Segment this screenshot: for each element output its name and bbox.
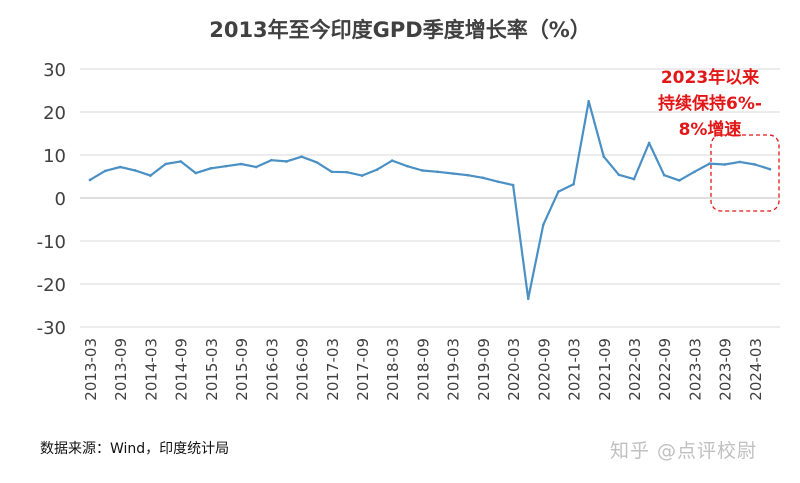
data-point: [451, 172, 454, 175]
data-point: [542, 223, 545, 226]
x-tick-label: 2022-09: [656, 338, 674, 401]
callout-line-3: 8%增速: [678, 120, 742, 140]
y-tick-label: 20: [43, 103, 66, 124]
data-point: [511, 183, 515, 187]
x-tick-labels: 2013-03 2013-09 2014-03 2014-09 2015-03 2015-…: [82, 338, 765, 401]
data-point: [360, 174, 364, 177]
data-point: [315, 161, 318, 164]
data-point: [224, 164, 228, 168]
x-tick-label: 2023-03: [686, 338, 704, 401]
data-point: [239, 162, 243, 166]
data-point: [481, 176, 485, 180]
data-point: [209, 167, 213, 170]
callout-line-2: 持续保持6%-: [658, 94, 762, 114]
highlight-box: [710, 134, 780, 212]
data-point: [270, 158, 273, 162]
y-tick-label: 30: [43, 60, 66, 81]
x-tick-label: 2021-03: [566, 338, 584, 401]
source-note: 数据来源：Wind，印度统计局: [40, 441, 230, 457]
data-point: [678, 179, 681, 182]
data-point: [632, 177, 636, 181]
data-point: [134, 169, 137, 172]
data-point: [647, 141, 651, 145]
x-tick-label: 2024-03: [747, 338, 765, 401]
data-point: [708, 162, 711, 165]
data-point: [300, 155, 303, 159]
data-point: [421, 169, 424, 172]
x-tick-label: 2018-09: [414, 338, 432, 401]
y-tick-label: -20: [37, 275, 66, 296]
x-tick-label: 2022-03: [626, 338, 644, 401]
data-point: [753, 163, 757, 166]
series-layer: [88, 99, 772, 300]
data-point: [572, 182, 575, 186]
data-point: [496, 180, 500, 183]
x-tick-label: 2019-09: [475, 338, 493, 401]
x-tick-label: 2020-03: [505, 338, 523, 401]
data-point: [617, 173, 621, 177]
x-tick-label: 2013-03: [82, 338, 100, 401]
x-tick-label: 2021-09: [596, 338, 614, 401]
gridlines: [80, 68, 780, 328]
y-tick-label: 0: [55, 189, 66, 210]
data-point: [738, 160, 742, 164]
data-point: [436, 170, 439, 174]
x-tick-label: 2016-03: [263, 338, 281, 401]
data-point: [285, 160, 288, 163]
y-tick-label: 10: [43, 146, 66, 167]
data-point: [164, 162, 167, 166]
y-tick-labels: 30 20 10 0 -10 -20 -30: [37, 60, 66, 339]
x-tick-label: 2014-03: [142, 338, 160, 401]
x-tick-label: 2019-03: [445, 338, 463, 401]
x-tick-label: 2015-03: [203, 338, 221, 401]
x-tick-label: 2017-09: [354, 338, 372, 401]
data-point: [103, 169, 107, 173]
data-point: [662, 173, 666, 177]
x-tick-label: 2018-03: [384, 338, 402, 401]
data-point: [466, 173, 470, 177]
data-point: [179, 160, 182, 163]
data-point: [375, 168, 379, 171]
data-point: [406, 164, 409, 168]
data-point: [194, 171, 198, 175]
x-tick-label: 2020-09: [535, 338, 553, 401]
data-point: [118, 165, 122, 169]
x-tick-label: 2023-09: [717, 338, 735, 401]
data-point: [330, 170, 334, 174]
x-tick-label: 2015-09: [233, 338, 251, 401]
series-line: [89, 100, 771, 300]
data-point: [768, 167, 772, 171]
data-point: [88, 178, 92, 182]
data-point: [345, 170, 349, 174]
y-tick-label: -10: [37, 232, 66, 253]
data-point: [602, 155, 606, 159]
data-point: [723, 163, 726, 166]
data-point: [254, 165, 258, 169]
x-tick-label: 2017-03: [324, 338, 342, 401]
data-point: [390, 159, 394, 162]
callout-line-1: 2023年以来: [660, 68, 760, 88]
watermark: 知乎 @点评校尉: [610, 440, 758, 462]
chart-title: 2013年至今印度GPD季度增长率（%）: [209, 18, 591, 42]
y-tick-label: -30: [37, 318, 66, 339]
data-point: [149, 174, 152, 177]
data-point: [526, 297, 530, 300]
x-tick-label: 2013-09: [112, 338, 130, 401]
x-tick-label: 2014-09: [173, 338, 191, 401]
data-point: [693, 170, 696, 174]
data-point: [587, 99, 590, 103]
x-tick-label: 2016-09: [294, 338, 312, 401]
data-point: [557, 190, 560, 193]
